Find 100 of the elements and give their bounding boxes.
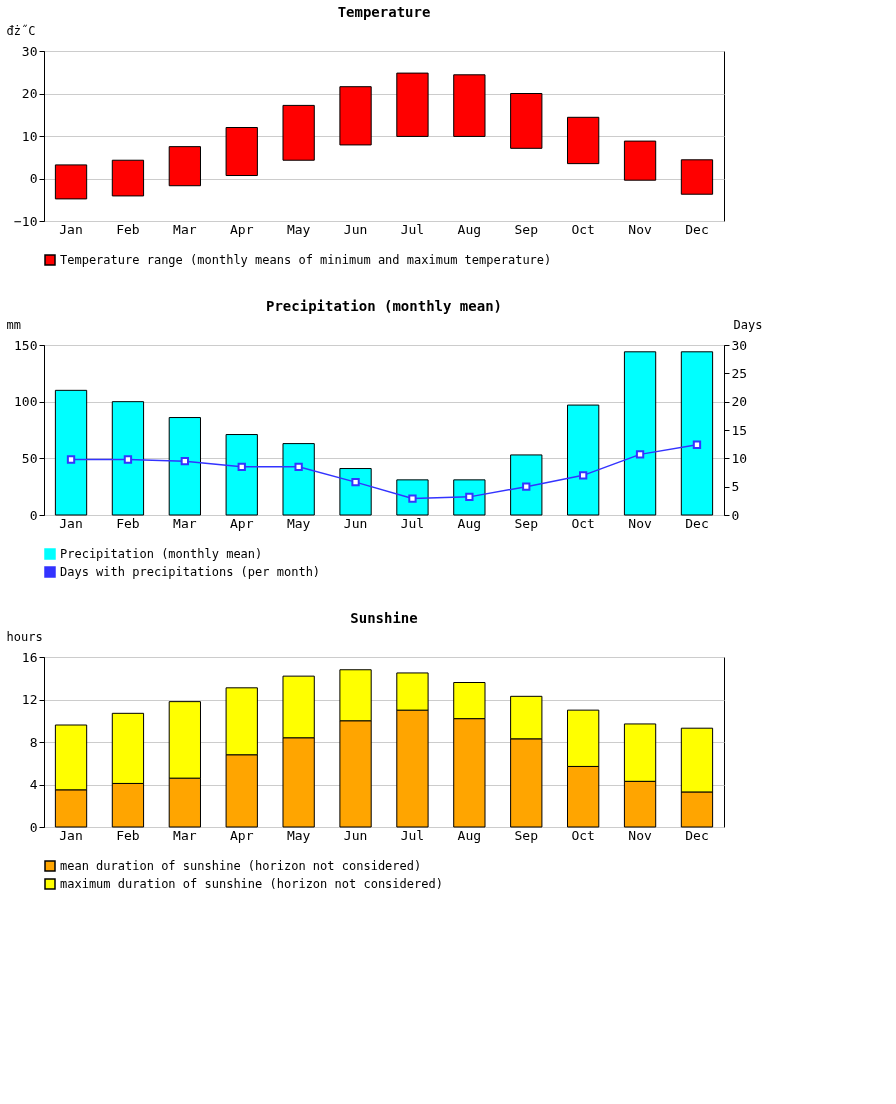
y2-tick-label: 5 bbox=[731, 479, 740, 495]
bar bbox=[225, 434, 258, 516]
point bbox=[294, 462, 303, 471]
y-tick-label: −10 bbox=[14, 213, 38, 229]
x-tick-label: Aug bbox=[457, 221, 482, 237]
chart-title: Sunshine bbox=[350, 610, 418, 626]
legend-label: maximum duration of sunshine (horizon not considered) bbox=[60, 877, 443, 891]
x-tick-label: Apr bbox=[230, 221, 254, 237]
bar bbox=[54, 389, 88, 516]
bar bbox=[396, 72, 429, 137]
x-tick-label: Nov bbox=[628, 827, 652, 843]
y-axis-title: đż˝C bbox=[6, 23, 36, 38]
y-tick-label: 12 bbox=[21, 692, 38, 707]
y-tick-label: 0 bbox=[29, 171, 38, 186]
point bbox=[66, 455, 76, 464]
bar bbox=[225, 127, 258, 177]
x-tick-label: Jan bbox=[59, 221, 83, 237]
y-tick-label: 16 bbox=[21, 649, 38, 665]
x-tick-label: Jul bbox=[400, 221, 425, 237]
x-tick-label: May bbox=[286, 515, 311, 531]
bar bbox=[453, 74, 486, 137]
x-tick-label: Nov bbox=[628, 515, 652, 531]
point bbox=[635, 450, 645, 459]
bar bbox=[510, 93, 543, 149]
x-tick-label: Feb bbox=[116, 221, 140, 237]
legend-label: Temperature range (monthly means of minimum and maximum temperature) bbox=[60, 253, 552, 267]
legend-label: Precipitation (monthly mean) bbox=[60, 547, 263, 561]
y-tick-label: 20 bbox=[21, 86, 38, 101]
y-tick-label: 30 bbox=[21, 43, 38, 59]
bar bbox=[623, 140, 657, 181]
x-tick-label: Sep bbox=[514, 827, 539, 843]
x-tick-label: Jun bbox=[343, 515, 368, 531]
point bbox=[237, 462, 246, 471]
x-tick-label: Oct bbox=[571, 827, 595, 843]
point bbox=[351, 477, 360, 487]
y2-tick-label: 0 bbox=[731, 507, 740, 523]
point bbox=[579, 471, 588, 480]
x-tick-label: Jun bbox=[343, 827, 368, 843]
y2-tick-label: 30 bbox=[731, 337, 748, 353]
x-tick-label: Sep bbox=[514, 221, 539, 237]
y-axis-title: mm bbox=[6, 317, 21, 332]
chart-title: Temperature bbox=[337, 4, 431, 20]
bar bbox=[54, 164, 88, 200]
y-tick-label: 100 bbox=[14, 394, 38, 410]
x-tick-label: Aug bbox=[457, 827, 482, 843]
x-tick-label: May bbox=[286, 221, 311, 237]
bar bbox=[339, 468, 372, 516]
y2-axis-title: Days bbox=[733, 317, 763, 332]
bar bbox=[567, 116, 600, 165]
point bbox=[180, 457, 189, 466]
x-tick-label: Feb bbox=[116, 515, 140, 531]
x-tick-label: Jan bbox=[59, 827, 83, 843]
y-tick-label: 0 bbox=[29, 507, 38, 523]
y-tick-label: 150 bbox=[14, 337, 38, 353]
x-tick-label: Jul bbox=[400, 827, 425, 843]
y-tick-label: 50 bbox=[21, 450, 38, 466]
point bbox=[123, 455, 133, 464]
x-tick-label: Oct bbox=[571, 515, 595, 531]
x-tick-label: Nov bbox=[628, 221, 652, 237]
x-tick-label: Jul bbox=[400, 515, 425, 531]
chart-title: Precipitation (monthly mean) bbox=[265, 298, 503, 314]
y-tick-label: 4 bbox=[29, 777, 38, 792]
x-tick-label: Apr bbox=[230, 515, 254, 531]
x-tick-label: Mar bbox=[173, 221, 197, 237]
x-tick-label: Mar bbox=[173, 827, 197, 843]
bar bbox=[680, 351, 714, 516]
x-tick-label: Oct bbox=[571, 221, 595, 237]
x-tick-label: Jun bbox=[343, 221, 368, 237]
y-tick-label: 0 bbox=[29, 819, 38, 835]
y2-tick-label: 15 bbox=[731, 422, 748, 438]
x-tick-label: Jan bbox=[59, 515, 83, 531]
bar bbox=[567, 404, 600, 516]
bar bbox=[339, 86, 372, 146]
y-tick-label: 8 bbox=[29, 734, 38, 750]
bar bbox=[168, 417, 201, 516]
x-tick-label: Apr bbox=[230, 827, 254, 843]
y-axis-title: hours bbox=[6, 629, 43, 644]
bar bbox=[680, 159, 714, 195]
x-tick-label: Dec bbox=[685, 221, 709, 237]
bar bbox=[282, 104, 315, 161]
x-tick-label: Dec bbox=[685, 515, 709, 531]
x-tick-label: Mar bbox=[173, 515, 197, 531]
y-tick-label: 10 bbox=[21, 128, 38, 144]
y2-tick-label: 20 bbox=[731, 394, 748, 410]
point bbox=[692, 440, 702, 449]
bar bbox=[623, 351, 657, 516]
bar bbox=[168, 146, 201, 187]
bar bbox=[111, 159, 145, 197]
x-tick-label: Aug bbox=[457, 515, 482, 531]
point bbox=[522, 482, 531, 491]
point bbox=[408, 494, 417, 503]
x-tick-label: Sep bbox=[514, 515, 539, 531]
x-tick-label: May bbox=[286, 827, 311, 843]
bar bbox=[282, 443, 315, 516]
y2-tick-label: 10 bbox=[731, 450, 748, 466]
bar bbox=[510, 454, 543, 516]
x-tick-label: Feb bbox=[116, 827, 140, 843]
legend-label: Days with precipitations (per month) bbox=[60, 565, 321, 579]
x-tick-label: Dec bbox=[685, 827, 709, 843]
legend-label: mean duration of sunshine (horizon not considered) bbox=[60, 859, 422, 873]
